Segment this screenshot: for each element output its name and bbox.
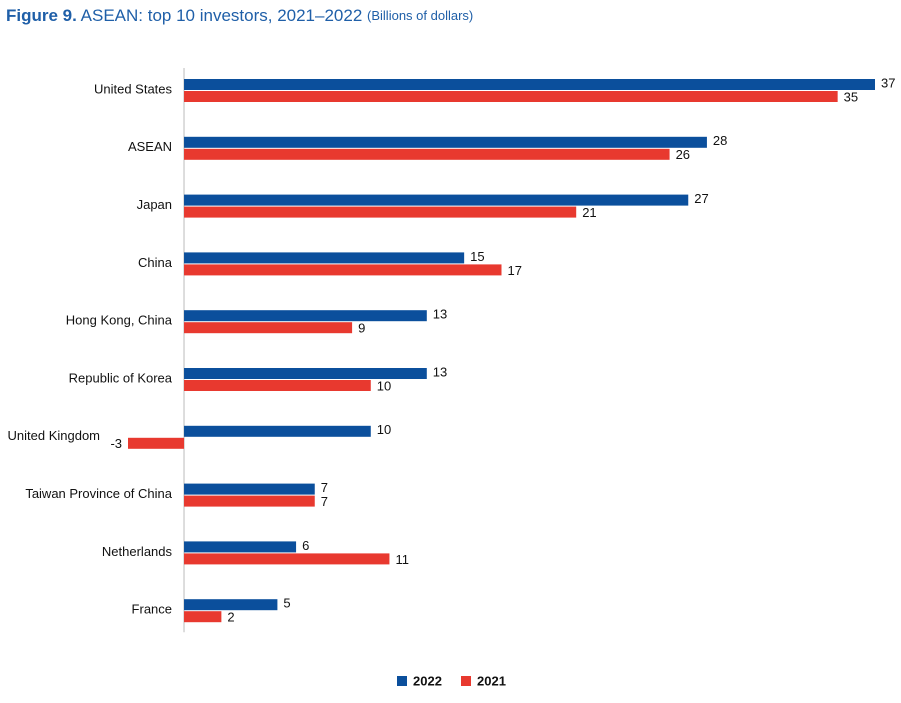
- value-label: 7: [321, 480, 328, 495]
- value-label: 6: [302, 538, 309, 553]
- bar: [184, 322, 353, 334]
- value-label: 27: [694, 191, 708, 206]
- category-label: United Kingdom: [8, 428, 101, 443]
- bar: [184, 252, 465, 264]
- bar: [184, 380, 371, 391]
- value-label: 26: [676, 147, 690, 162]
- legend-label: 2022: [413, 673, 442, 688]
- bar: [184, 541, 297, 553]
- value-label: 13: [433, 364, 447, 379]
- subtitle: (Billions of dollars): [367, 8, 473, 23]
- bar: [184, 264, 502, 276]
- category-label: Japan: [137, 197, 172, 212]
- bar: [184, 148, 670, 160]
- chart-title: Figure 9. ASEAN: top 10 investors, 2021–…: [6, 6, 473, 25]
- bar: [184, 91, 838, 102]
- legend-label: 2021: [477, 673, 506, 688]
- value-label: 21: [582, 205, 596, 220]
- value-label: 17: [508, 263, 522, 278]
- category-label: Hong Kong, China: [66, 313, 173, 328]
- value-label: 13: [433, 307, 447, 322]
- value-label: 10: [377, 422, 391, 437]
- bar: [184, 310, 427, 322]
- legend-swatch: [461, 676, 471, 686]
- value-label: 35: [844, 89, 858, 104]
- value-label: 11: [395, 552, 409, 567]
- category-label: France: [132, 602, 172, 617]
- value-label: 2: [227, 610, 234, 625]
- bar: [184, 425, 371, 437]
- bar: [184, 368, 427, 379]
- bar: [184, 483, 315, 495]
- bar: [128, 437, 185, 449]
- bar: [184, 495, 315, 507]
- category-label: Taiwan Province of China: [25, 486, 172, 501]
- category-label: Republic of Korea: [69, 370, 173, 385]
- value-label: 10: [377, 378, 391, 393]
- value-label: 15: [470, 249, 484, 264]
- value-label: 5: [283, 596, 290, 611]
- category-label: Netherlands: [102, 544, 173, 559]
- category-label: China: [138, 255, 173, 270]
- value-label: 7: [321, 494, 328, 509]
- value-label: 28: [713, 133, 727, 148]
- bar: [184, 599, 278, 611]
- bar: [184, 553, 390, 565]
- category-label: United States: [94, 81, 173, 96]
- legend-swatch: [397, 676, 407, 686]
- bar: [184, 194, 689, 206]
- title-text: ASEAN: top 10 investors, 2021–2022: [81, 6, 363, 25]
- bar: [184, 79, 875, 90]
- category-label: ASEAN: [128, 139, 172, 154]
- value-label: 37: [881, 75, 895, 90]
- value-label: -3: [110, 436, 122, 451]
- title-label: Figure 9.: [6, 6, 77, 25]
- bar: [184, 206, 577, 218]
- bar: [184, 136, 707, 148]
- value-label: 9: [358, 321, 365, 336]
- bar: [184, 611, 222, 623]
